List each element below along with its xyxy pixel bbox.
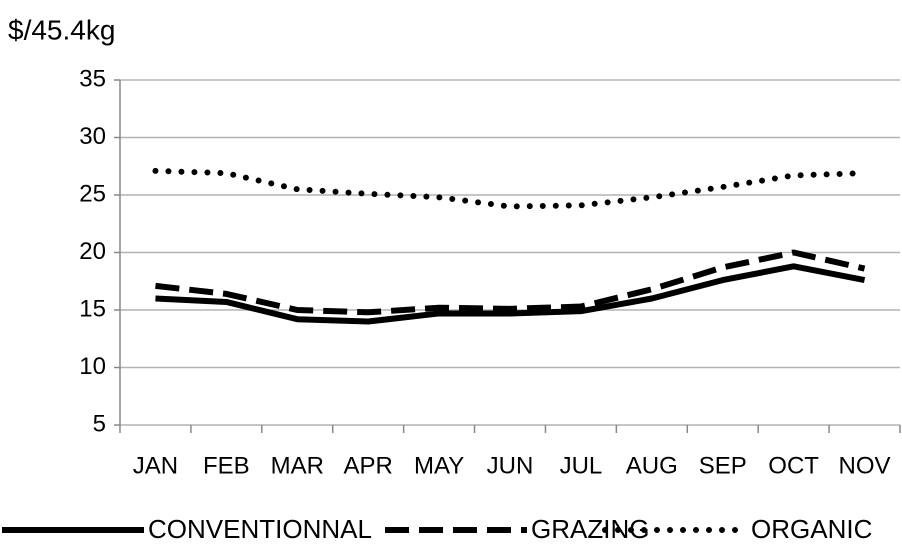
series-line (152, 167, 868, 210)
y-tick-label: 5 (93, 410, 106, 437)
x-tick-label: SEP (699, 452, 747, 479)
legend-label: ORGANIC (751, 514, 872, 544)
y-axis-label: $/45.4kg (8, 14, 115, 45)
x-tick-label: JUL (560, 452, 603, 479)
x-tick-label: APR (344, 452, 393, 479)
x-tick-label: JAN (133, 452, 178, 479)
y-tick-label: 20 (79, 238, 106, 265)
legend-label: CONVENTIONNAL (148, 514, 372, 544)
x-tick-label: AUG (626, 452, 678, 479)
y-tick-label: 25 (79, 180, 106, 207)
y-tick-label: 15 (79, 295, 106, 322)
x-tick-label: OCT (768, 452, 819, 479)
series-line (155, 263, 866, 325)
x-tick-label: MAR (271, 452, 324, 479)
x-tick-label: MAY (414, 452, 464, 479)
x-tick-label: FEB (203, 452, 250, 479)
x-tick-label: NOV (839, 452, 891, 479)
y-tick-label: 35 (79, 65, 106, 92)
y-tick-label: 10 (79, 353, 106, 380)
series-line (155, 249, 866, 316)
y-tick-label: 30 (79, 123, 106, 150)
x-tick-label: JUN (487, 452, 534, 479)
